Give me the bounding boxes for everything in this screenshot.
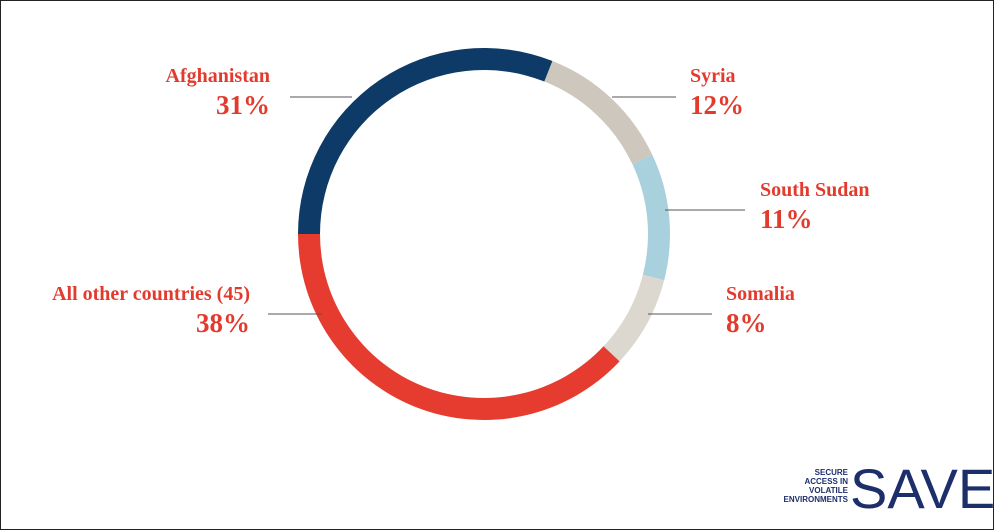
donut-segment xyxy=(298,48,553,234)
logo-tagline: SECURE xyxy=(815,468,849,477)
logo-tagline: VOLATILE xyxy=(809,486,849,495)
donut-segment xyxy=(603,274,665,362)
donut-segment xyxy=(298,234,620,420)
segment-name: South Sudan xyxy=(760,179,870,201)
logo-tagline: ACCESS IN xyxy=(804,477,848,486)
segment-name: Syria xyxy=(690,65,736,87)
segment-value: 38% xyxy=(196,308,250,338)
logo: SECURE ACCESS IN VOLATILE ENVIRONMENTS S… xyxy=(784,457,994,520)
segment-value: 11% xyxy=(760,204,813,234)
logo-name: SAVE xyxy=(850,457,994,520)
segment-name: Somalia xyxy=(726,283,795,305)
donut-segment xyxy=(632,154,671,281)
logo-tagline: ENVIRONMENTS xyxy=(784,495,849,504)
donut-segment xyxy=(544,61,653,165)
segment-value: 8% xyxy=(726,308,767,338)
segment-value: 31% xyxy=(216,90,270,120)
segment-value: 12% xyxy=(690,90,744,120)
segment-name: Afghanistan xyxy=(166,65,270,87)
segment-name: All other countries (45) xyxy=(52,283,250,305)
